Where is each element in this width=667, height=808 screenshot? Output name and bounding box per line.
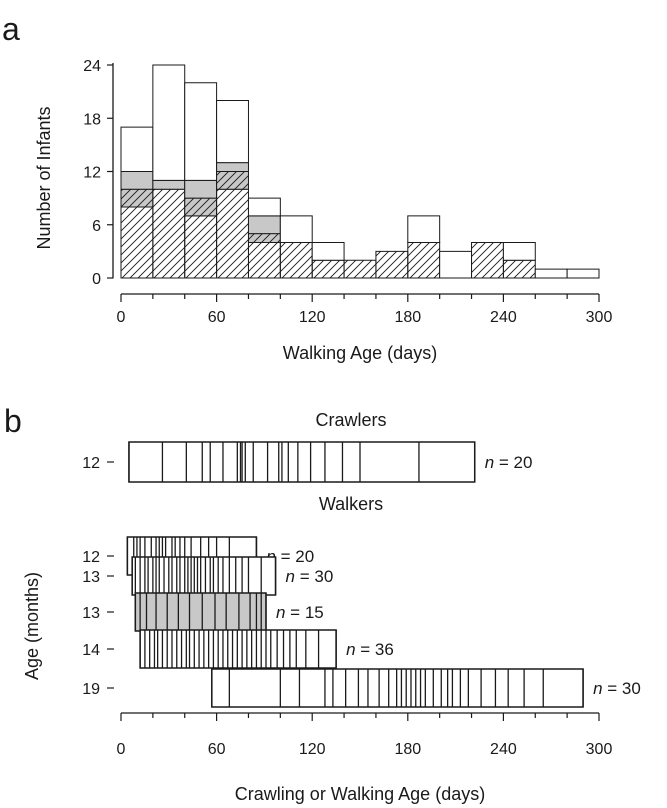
hist-bar-segment	[247, 197, 281, 217]
hist-bar-segment	[502, 259, 536, 279]
hist-x-tick-label: 0	[117, 309, 126, 326]
hist-bar-segment	[311, 242, 345, 261]
hist-bar-segment	[534, 268, 568, 279]
hist-y-tick-label: 0	[92, 271, 101, 288]
hist-bar-segment	[247, 215, 281, 235]
panel-a-letter: a	[2, 11, 20, 47]
hist-bar-segment	[247, 233, 281, 243]
strip-age-label: 19	[82, 681, 100, 698]
walkers-title: Walkers	[319, 494, 383, 514]
hist-x-tick-label: 300	[586, 309, 613, 326]
hist-bar-segment	[152, 179, 186, 190]
hist-bar-segment	[216, 188, 249, 279]
hist-bar-segment	[375, 250, 409, 279]
hist-x-tick-label: 180	[394, 309, 421, 326]
hist-bar-segment	[279, 215, 313, 243]
hist-bar-segment	[566, 268, 600, 279]
hist-bar-segment	[120, 188, 154, 208]
strip-box	[211, 668, 584, 708]
hist-x-tick-label: 60	[208, 309, 226, 326]
hist-y-tick-label: 6	[92, 218, 101, 235]
strip-n-label: n = 30	[593, 679, 641, 698]
strip-x-tick-label: 0	[117, 741, 126, 758]
strip-age-label: 12	[82, 455, 100, 472]
strip-age-label: 14	[82, 642, 100, 659]
hist-bar-segment	[279, 242, 313, 279]
strip-x-tick-label: 60	[208, 741, 226, 758]
strip-age-label: 12	[82, 549, 100, 566]
hist-x-tick-label: 120	[299, 309, 326, 326]
strip-x-tick-label: 180	[394, 741, 421, 758]
strip-n-label: n = 20	[485, 453, 533, 472]
strip-y-axis-label: Age (months)	[22, 572, 42, 680]
hist-x-axis-label: Walking Age (days)	[283, 343, 437, 363]
strip-x-axis-label: Crawling or Walking Age (days)	[235, 784, 485, 804]
strip-age-label: 13	[82, 605, 100, 622]
panel-b-letter: b	[4, 403, 22, 439]
strip-n-label: n = 30	[286, 567, 334, 586]
hist-y-tick-label: 24	[83, 58, 101, 75]
strip-box	[128, 441, 476, 483]
hist-bar-segment	[120, 171, 154, 190]
hist-bar-segment	[184, 215, 218, 279]
hist-bar-segment	[120, 126, 154, 172]
hist-bar-segment	[184, 179, 218, 199]
hist-bar-segment	[152, 64, 186, 181]
hist-y-tick-label: 18	[83, 111, 101, 128]
hist-bar-segment	[502, 242, 536, 261]
strip-age-label: 13	[82, 569, 100, 586]
hist-bar-segment	[152, 188, 186, 279]
strip-x-tick-label: 300	[586, 741, 613, 758]
strip-box	[134, 592, 267, 632]
hist-bar-segment	[216, 171, 249, 190]
strip-box	[131, 556, 277, 596]
hist-bar-segment	[184, 197, 218, 217]
strip-n-label: n = 15	[276, 603, 324, 622]
hist-bar-segment	[216, 162, 249, 172]
hist-bar-segment	[184, 82, 218, 181]
hist-x-tick-label: 240	[490, 309, 517, 326]
strip-box	[139, 629, 337, 669]
hist-bar-segment	[343, 259, 377, 279]
hist-y-tick-label: 12	[83, 165, 101, 182]
hist-y-axis-label: Number of Infants	[34, 106, 54, 249]
hist-bar-segment	[407, 215, 441, 243]
hist-bar-segment	[311, 259, 345, 279]
hist-bar-segment	[120, 206, 154, 279]
strip-x-tick-label: 120	[299, 741, 326, 758]
hist-bar-segment	[216, 100, 249, 164]
hist-bar-segment	[439, 250, 473, 279]
strip-n-label: n = 36	[346, 640, 394, 659]
hist-bar-segment	[247, 242, 281, 279]
hist-bar-segment	[471, 242, 504, 279]
hist-bar-segment	[407, 242, 441, 279]
strip-x-tick-label: 240	[490, 741, 517, 758]
crawlers-title: Crawlers	[315, 410, 386, 430]
